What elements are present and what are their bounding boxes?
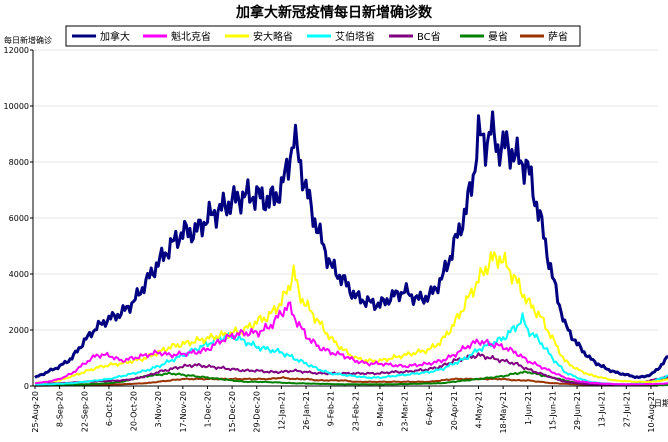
x-tick-label: 29-Dec-20: [253, 391, 262, 433]
x-tick-label: 18-May-21: [499, 391, 508, 434]
x-tick-label: 23-Feb-21: [351, 391, 360, 431]
x-tick-label: 1-Dec-20: [203, 391, 212, 428]
legend-label: 艾伯塔省: [335, 30, 375, 43]
series-line: [34, 110, 668, 379]
x-tick-label: 15-Dec-20: [228, 391, 237, 433]
x-tick-label: 13-Jul-21: [598, 391, 607, 427]
x-tick-label: 10-Aug-21: [647, 391, 656, 433]
x-tick-label: 20-Oct-20: [130, 391, 139, 431]
series-line: [34, 301, 668, 386]
chart-title: 加拿大新冠疫情每日新增确诊数: [235, 4, 433, 21]
series-line: [34, 312, 668, 386]
y-tick-label: 8000: [9, 158, 29, 167]
legend-label: 加拿大: [100, 30, 130, 43]
x-tick-label: 8-Sep-20: [56, 391, 65, 427]
x-tick-label: 25-Aug-20: [31, 391, 40, 433]
y-tick-label: 10000: [4, 102, 29, 111]
x-tick-label: 12-Jan-21: [277, 391, 286, 430]
legend-label: 魁北克省: [171, 30, 211, 43]
x-tick-label: 6-Oct-20: [105, 391, 114, 426]
y-tick-label: 2000: [9, 326, 29, 335]
x-tick-label: 27-Jul-21: [622, 391, 631, 427]
x-tick-label: 3-Nov-20: [154, 391, 163, 427]
y-tick-label: 4000: [9, 270, 29, 279]
legend-label: 萨省: [548, 30, 568, 43]
y-tick-label: 0: [24, 382, 29, 391]
x-tick-label: 15-Jun-21: [548, 391, 557, 430]
x-tick-label: 29-Jun-21: [573, 391, 582, 430]
series-line: [34, 251, 668, 385]
legend-label: BC省: [417, 30, 441, 43]
y-tick-label: 12000: [4, 46, 29, 55]
x-tick-label: 6-Apr-21: [425, 391, 434, 425]
legend-label: 曼省: [488, 30, 508, 43]
series-line: [34, 352, 668, 386]
x-tick-label: 9-Mar-21: [376, 391, 385, 427]
legend-label: 安大略省: [253, 30, 293, 43]
x-tick-label: 22-Sep-20: [80, 391, 89, 432]
x-tick-label: 9-Feb-21: [327, 391, 336, 426]
y-tick-label: 6000: [9, 214, 29, 223]
x-tick-label: 17-Nov-20: [179, 391, 188, 433]
x-axis-label: 日期: [654, 399, 668, 408]
x-tick-label: 1-Jun-21: [524, 391, 533, 425]
x-tick-label: 4-May-21: [474, 391, 483, 428]
x-tick-label: 23-Mar-21: [401, 391, 410, 432]
y-axis-label: 每日新增确诊: [4, 35, 52, 45]
x-tick-label: 26-Jan-21: [302, 391, 311, 430]
x-tick-label: 20-Apr-21: [450, 391, 459, 430]
